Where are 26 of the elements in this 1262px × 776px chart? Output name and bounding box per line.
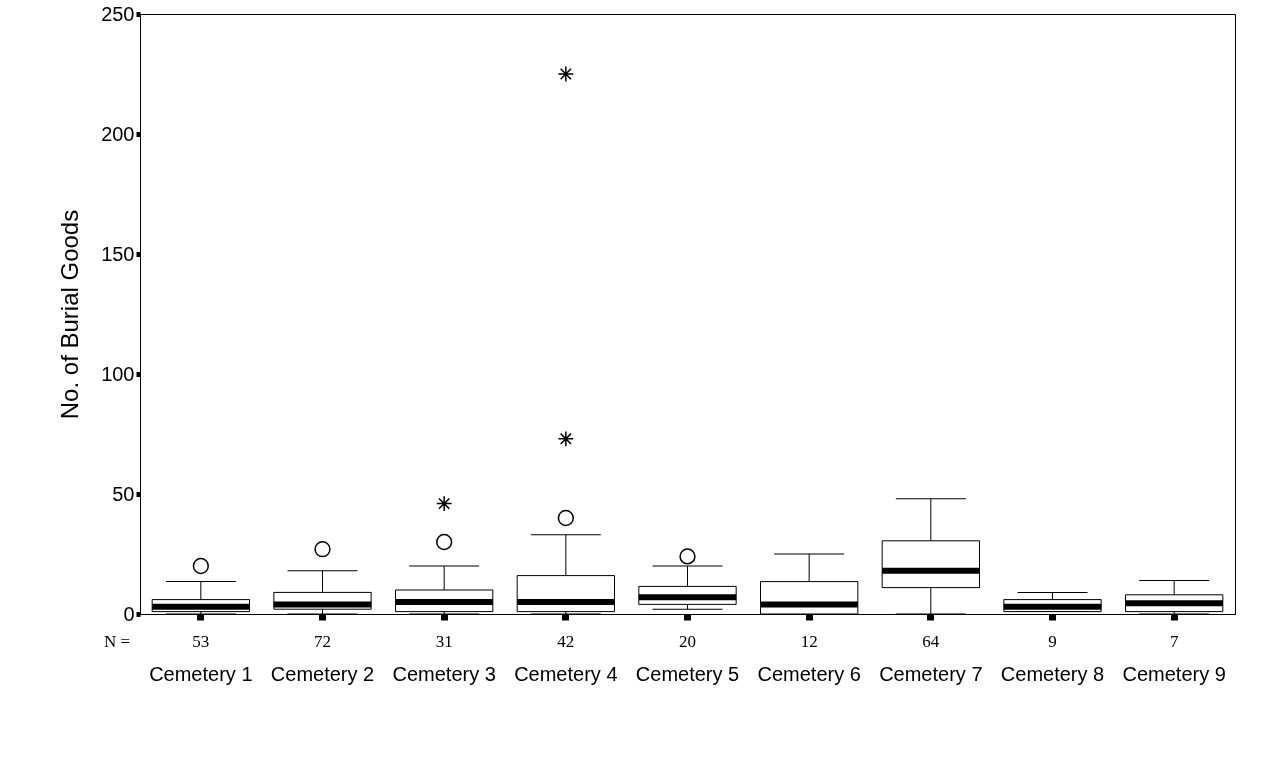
text: 7 xyxy=(1169,632,1179,651)
text: 53 xyxy=(192,632,210,651)
y-tick-label: 0 xyxy=(123,602,135,625)
y-tick-label: 150 xyxy=(101,242,135,265)
y-axis-title: No. of Burial Goods xyxy=(56,209,84,420)
x-tick-label: Cemetery 4 xyxy=(514,662,618,685)
text: 20 xyxy=(679,632,696,651)
y-tick-label: 200 xyxy=(101,122,135,145)
y-tick-label: 250 xyxy=(101,2,135,25)
y-tick-label: 100 xyxy=(101,362,135,385)
text: 64 xyxy=(922,632,940,651)
x-tick-label: Cemetery 6 xyxy=(757,662,861,685)
x-tick-label: Cemetery 3 xyxy=(392,662,496,685)
text: N = xyxy=(103,632,130,651)
x-tick-label: Cemetery 9 xyxy=(1122,662,1226,685)
x-tick-label: Cemetery 2 xyxy=(270,662,375,685)
text: 12 xyxy=(800,632,818,651)
x-tick-label: Cemetery 8 xyxy=(1000,662,1105,685)
x-tick-label: Cemetery 7 xyxy=(879,662,983,685)
x-tick-label: Cemetery 1 xyxy=(149,662,253,685)
text: 9 xyxy=(1048,632,1057,651)
text: 72 xyxy=(314,632,331,651)
text: 31 xyxy=(435,632,453,651)
x-tick-label: Cemetery 5 xyxy=(635,662,740,685)
text: 42 xyxy=(557,632,575,651)
y-tick-label: 50 xyxy=(112,482,135,505)
